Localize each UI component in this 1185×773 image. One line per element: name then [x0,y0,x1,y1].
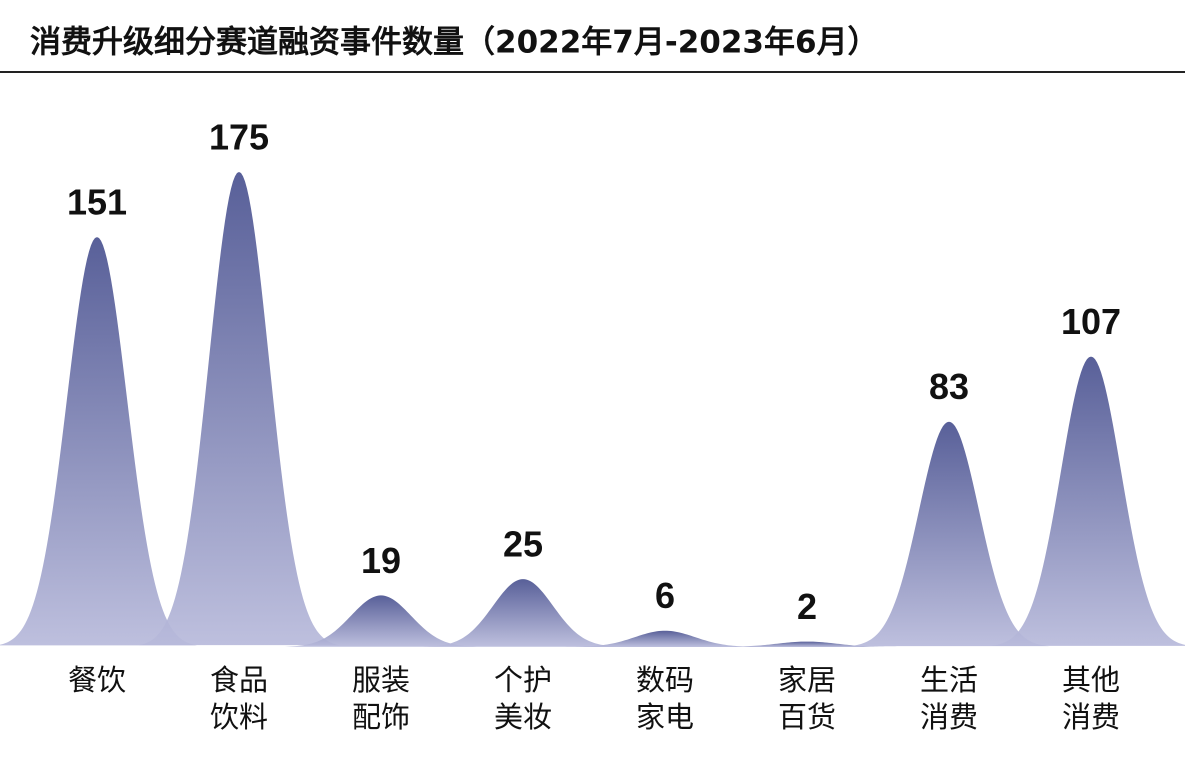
x-tick-label: 家居 [778,663,836,697]
x-tick-label: 个护 [494,663,552,697]
bell [0,237,197,646]
value-label: 6 [655,575,675,616]
x-tick-label: 美妆 [494,700,552,734]
x-tick-label: 饮料 [210,700,268,734]
x-tick-label: 生活 [920,663,978,697]
x-tick-label: 消费 [1062,700,1120,734]
value-label: 83 [929,366,969,407]
chart-title: 消费升级细分赛道融资事件数量（2022年7月-2023年6月） [30,25,879,61]
x-tick-label: 消费 [920,700,978,734]
x-tick-label: 数码 [636,663,694,697]
x-tick-label: 家电 [636,700,694,734]
bell [849,421,1049,647]
x-tick-label: 百货 [778,700,836,734]
value-label: 2 [797,586,817,627]
x-tick-label: 食品 [210,663,268,697]
x-tick-label: 其他 [1062,663,1120,697]
x-tick-label: 餐饮 [68,663,126,697]
value-label: 25 [503,524,543,565]
x-tick-label: 配饰 [352,700,410,734]
bell [281,595,481,647]
value-label: 19 [361,540,401,581]
bell [565,630,765,647]
value-label: 175 [209,117,269,158]
bell [991,356,1185,646]
bell [139,172,339,646]
value-label: 151 [67,182,127,223]
bell [707,641,907,647]
bell [423,579,623,647]
value-label: 107 [1061,301,1121,342]
x-tick-label: 服装 [352,663,410,697]
